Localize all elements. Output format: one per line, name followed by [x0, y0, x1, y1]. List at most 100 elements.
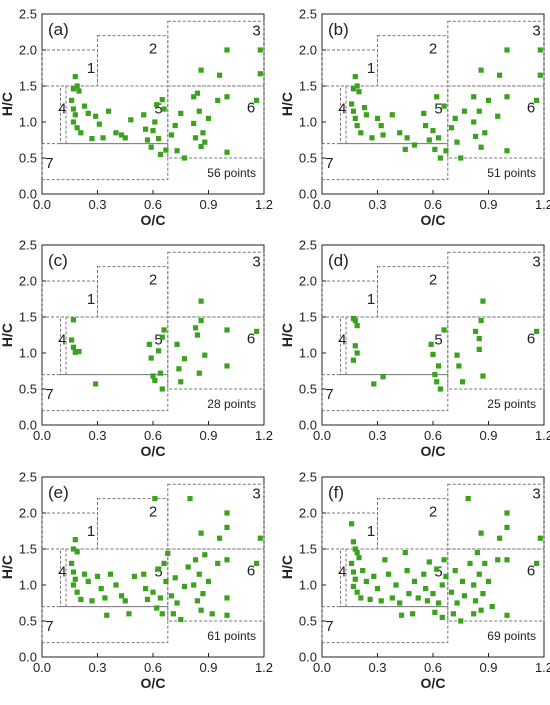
- data-point: [113, 582, 119, 588]
- data-point: [404, 135, 410, 141]
- data-point: [504, 148, 510, 154]
- data-point: [352, 115, 358, 121]
- region-box: [41, 143, 169, 181]
- region-box: [97, 498, 169, 550]
- data-point: [471, 611, 477, 617]
- data-point: [352, 318, 358, 324]
- panel-label: (c): [48, 251, 68, 270]
- y-axis-title: H/C: [0, 323, 15, 347]
- y-axis-title: H/C: [279, 92, 295, 116]
- region-label-4: 4: [58, 100, 66, 117]
- data-point: [70, 569, 77, 575]
- region-label-1: 1: [87, 60, 95, 77]
- data-point: [393, 582, 399, 588]
- data-point: [224, 47, 230, 53]
- data-point: [534, 97, 540, 103]
- region-label-4: 4: [58, 563, 66, 580]
- region-label-3: 3: [532, 23, 540, 40]
- x-tick-label: 0.0: [313, 428, 331, 443]
- data-point: [198, 530, 204, 536]
- panel-label: (f): [328, 483, 344, 502]
- data-point: [205, 115, 212, 121]
- region-label-5: 5: [434, 331, 442, 348]
- data-point: [144, 137, 151, 143]
- data-point: [155, 135, 162, 142]
- data-point: [537, 72, 543, 78]
- y-tick-label: 2.5: [19, 470, 37, 485]
- data-point: [159, 386, 165, 392]
- data-point: [126, 611, 132, 617]
- data-point: [354, 550, 360, 556]
- data-point: [378, 598, 384, 604]
- panel-4: 1 2 3 4 5 6 7 0.0 0.3 0.6 0.9 1.2 0.0 0.5 1.0 1.5 2.0 2.5…: [279, 238, 550, 460]
- data-point: [76, 348, 82, 355]
- data-point: [128, 117, 134, 123]
- data-point: [358, 130, 364, 136]
- x-axis-title: O/C: [141, 212, 166, 228]
- data-point: [198, 298, 204, 304]
- data-point: [157, 151, 163, 157]
- data-point: [200, 130, 206, 136]
- region-box: [377, 498, 449, 550]
- region-label-7: 7: [325, 155, 333, 172]
- data-point: [456, 363, 462, 369]
- data-point: [534, 328, 540, 334]
- data-point: [382, 557, 388, 563]
- y-tick-label: 0.5: [19, 614, 37, 629]
- data-point: [349, 521, 355, 527]
- region-box: [321, 606, 449, 644]
- data-point: [150, 128, 156, 134]
- data-point: [174, 341, 180, 347]
- region-label-7: 7: [325, 618, 333, 635]
- x-axis-title: O/C: [141, 675, 166, 691]
- x-tick-label: 0.6: [424, 428, 442, 443]
- x-tick-label: 0.9: [479, 428, 497, 443]
- data-point: [426, 137, 432, 143]
- x-tick-label: 1.2: [255, 428, 273, 443]
- data-point: [361, 105, 368, 111]
- data-point: [163, 578, 169, 584]
- y-tick-label: 0.5: [299, 614, 317, 629]
- region-box: [447, 20, 545, 87]
- x-tick-label: 0.6: [144, 197, 162, 212]
- region-label-3: 3: [532, 254, 540, 271]
- data-point: [467, 560, 473, 566]
- region-label-7: 7: [45, 386, 53, 403]
- x-tick-label: 0.3: [88, 428, 106, 443]
- region-label-7: 7: [325, 386, 333, 403]
- data-point: [143, 126, 149, 132]
- data-point: [224, 510, 230, 516]
- data-point: [254, 328, 260, 334]
- data-point: [224, 94, 230, 100]
- data-point: [402, 550, 408, 556]
- panel-5: 1 2 3 4 5 6 7 0.0 0.3 0.6 0.9 1.2 0.0 0.5 1.0 1.5 2.0 2.5…: [0, 470, 273, 692]
- data-point: [504, 510, 510, 516]
- y-tick-label: 1.5: [19, 310, 37, 325]
- region-box: [377, 35, 449, 87]
- y-tick-label: 2.0: [19, 506, 37, 521]
- data-point: [537, 535, 543, 541]
- y-tick-label: 1.0: [299, 346, 317, 361]
- data-point: [356, 89, 362, 95]
- data-point: [352, 343, 358, 349]
- x-tick-label: 0.0: [33, 197, 51, 212]
- region-label-6: 6: [527, 331, 535, 348]
- region-label-3: 3: [252, 486, 260, 503]
- data-point: [96, 121, 102, 127]
- point-count-label: 61 points: [207, 629, 256, 643]
- data-point: [441, 327, 447, 333]
- data-point: [354, 350, 360, 356]
- region-label-2: 2: [149, 504, 157, 521]
- data-point: [474, 550, 480, 556]
- region-label-6: 6: [247, 331, 255, 348]
- x-tick-label: 0.0: [313, 660, 331, 675]
- x-axis-title: O/C: [421, 212, 446, 228]
- data-point: [93, 113, 99, 119]
- data-point: [150, 589, 156, 595]
- data-point: [69, 560, 75, 566]
- region-label-5: 5: [154, 331, 162, 348]
- data-point: [257, 535, 263, 541]
- panel-label: (e): [48, 483, 69, 502]
- region-box: [321, 49, 378, 87]
- data-point: [191, 582, 197, 588]
